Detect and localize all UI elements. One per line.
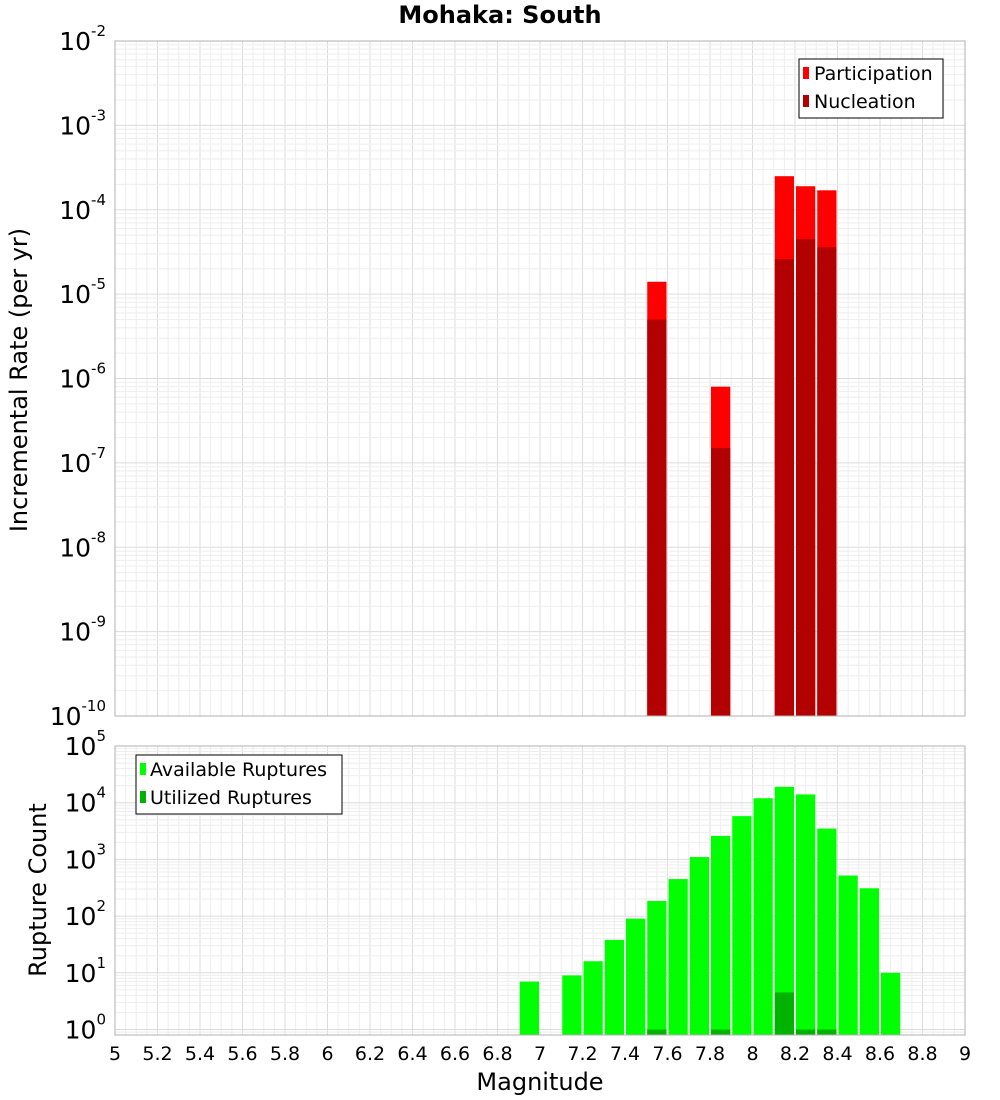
x-tick-label-5: 5: [109, 1043, 121, 1065]
bar-available-ruptures-7.85: [711, 835, 731, 1035]
x-tick-label-6.2: 6.2: [355, 1043, 385, 1065]
x-tick-label-5.2: 5.2: [142, 1043, 172, 1065]
top-legend: Participation Nucleation: [798, 58, 944, 119]
x-tick-label-8.2: 8.2: [780, 1043, 810, 1065]
bar-nucleation-7.85: [711, 448, 731, 716]
bar-available-ruptures-7.75: [689, 857, 709, 1035]
bar-available-ruptures-8.15: [774, 786, 794, 1035]
y-tick-label-rate--3: 10-3: [59, 106, 106, 140]
y-tick-label-rate--7: 10-7: [59, 444, 106, 478]
x-tick-label-6.4: 6.4: [397, 1043, 427, 1065]
bottom-y-axis-label: Rupture Count: [24, 803, 52, 977]
bar-utilized-ruptures-8.25: [796, 1029, 816, 1035]
x-tick-label-6: 6: [321, 1043, 333, 1065]
top-legend-box: [798, 58, 944, 119]
x-tick-label-8.8: 8.8: [907, 1043, 937, 1065]
x-tick-label-6.8: 6.8: [482, 1043, 512, 1065]
chart-title: Mohaka: South: [398, 1, 601, 29]
y-tick-label-count-0: 100: [65, 1011, 106, 1045]
top-plot-area: [114, 40, 966, 717]
x-tick-label-8.6: 8.6: [865, 1043, 895, 1065]
legend-swatch-utilized-ruptures: [140, 791, 146, 803]
x-tick-label-7: 7: [534, 1043, 546, 1065]
legend-label-available-ruptures: Available Ruptures: [150, 759, 327, 781]
x-tick-label-8: 8: [746, 1043, 758, 1065]
y-tick-label-count-3: 103: [65, 840, 106, 874]
bar-available-ruptures-7.25: [583, 961, 603, 1035]
y-tick-label-rate--5: 10-5: [59, 275, 106, 309]
x-tick-label-8.4: 8.4: [822, 1043, 852, 1065]
bottom-plot-bars: [519, 786, 901, 1035]
x-tick-label-5.6: 5.6: [227, 1043, 257, 1065]
bar-nucleation-7.55: [647, 319, 667, 716]
x-axis-label: Magnitude: [476, 1068, 603, 1096]
bar-available-ruptures-7.65: [668, 879, 688, 1035]
bar-available-ruptures-7.55: [647, 900, 667, 1035]
bar-available-ruptures-8.35: [817, 828, 837, 1035]
bar-nucleation-8.35: [817, 247, 837, 716]
x-tick-label-6.6: 6.6: [440, 1043, 470, 1065]
x-tick-label-5.8: 5.8: [270, 1043, 300, 1065]
bar-utilized-ruptures-7.55: [647, 1029, 667, 1035]
y-tick-label-rate--6: 10-6: [59, 360, 106, 394]
bar-available-ruptures-7.95: [732, 816, 752, 1035]
bottom-legend-box: [135, 754, 343, 815]
bar-available-ruptures-7.45: [626, 918, 646, 1035]
y-tick-label-count-2: 102: [65, 897, 106, 931]
top-plot-grid: [114, 40, 966, 717]
legend-swatch-participation: [803, 67, 809, 79]
top-plot-bars: [647, 176, 837, 716]
x-tick-label-7.4: 7.4: [610, 1043, 640, 1065]
bar-utilized-ruptures-8.15: [774, 992, 794, 1035]
x-axis-ticks: 5 5.2 5.4 5.6 5.8 6 6.2 6.4 6.6 6.8 7 7.2 7.4 7.6 7.8 8…: [109, 1043, 971, 1065]
legend-swatch-nucleation: [803, 95, 809, 107]
bar-available-ruptures-8.45: [838, 875, 858, 1035]
y-tick-label-rate--9: 10-9: [59, 613, 106, 647]
bar-nucleation-8.25: [796, 239, 816, 716]
legend-label-utilized-ruptures: Utilized Ruptures: [150, 787, 312, 809]
y-tick-label-rate--10: 10-10: [50, 697, 106, 731]
y-tick-label-count-5: 105: [65, 727, 106, 761]
bar-available-ruptures-8.65: [881, 972, 901, 1035]
bar-available-ruptures-6.95: [519, 981, 539, 1035]
legend-label-nucleation: Nucleation: [814, 91, 916, 113]
bar-available-ruptures-7.15: [562, 975, 582, 1035]
bar-utilized-ruptures-7.85: [711, 1029, 731, 1035]
bar-available-ruptures-8.55: [859, 888, 879, 1035]
y-tick-label-count-1: 101: [65, 954, 106, 988]
y-tick-label-rate--8: 10-8: [59, 528, 106, 562]
y-tick-label-rate--2: 10-2: [59, 22, 106, 56]
bottom-legend: Available Ruptures Utilized Ruptures: [135, 754, 343, 815]
legend-label-participation: Participation: [814, 63, 933, 85]
top-y-axis-ticks: 10-10 10-9 10-8 10-7 10-6 10-5 10-4 10-3 10-2: [50, 22, 106, 731]
y-tick-label-count-4: 104: [65, 784, 106, 818]
bar-available-ruptures-7.35: [604, 939, 624, 1035]
x-tick-label-5.4: 5.4: [185, 1043, 215, 1065]
x-tick-label-9: 9: [959, 1043, 971, 1065]
bar-nucleation-8.15: [774, 259, 794, 716]
x-tick-label-7.2: 7.2: [567, 1043, 597, 1065]
top-y-axis-label: Incremental Rate (per yr): [5, 228, 33, 532]
bottom-y-axis-ticks: 100 101 102 103 104 105: [65, 727, 106, 1045]
bar-available-ruptures-8.05: [753, 798, 773, 1035]
bar-utilized-ruptures-8.35: [817, 1029, 837, 1035]
bar-available-ruptures-8.25: [796, 794, 816, 1035]
x-tick-label-7.8: 7.8: [695, 1043, 725, 1065]
y-tick-label-rate--4: 10-4: [59, 191, 106, 225]
legend-swatch-available-ruptures: [140, 763, 146, 775]
bottom-plot-area: [114, 745, 966, 1036]
x-tick-label-7.6: 7.6: [652, 1043, 682, 1065]
